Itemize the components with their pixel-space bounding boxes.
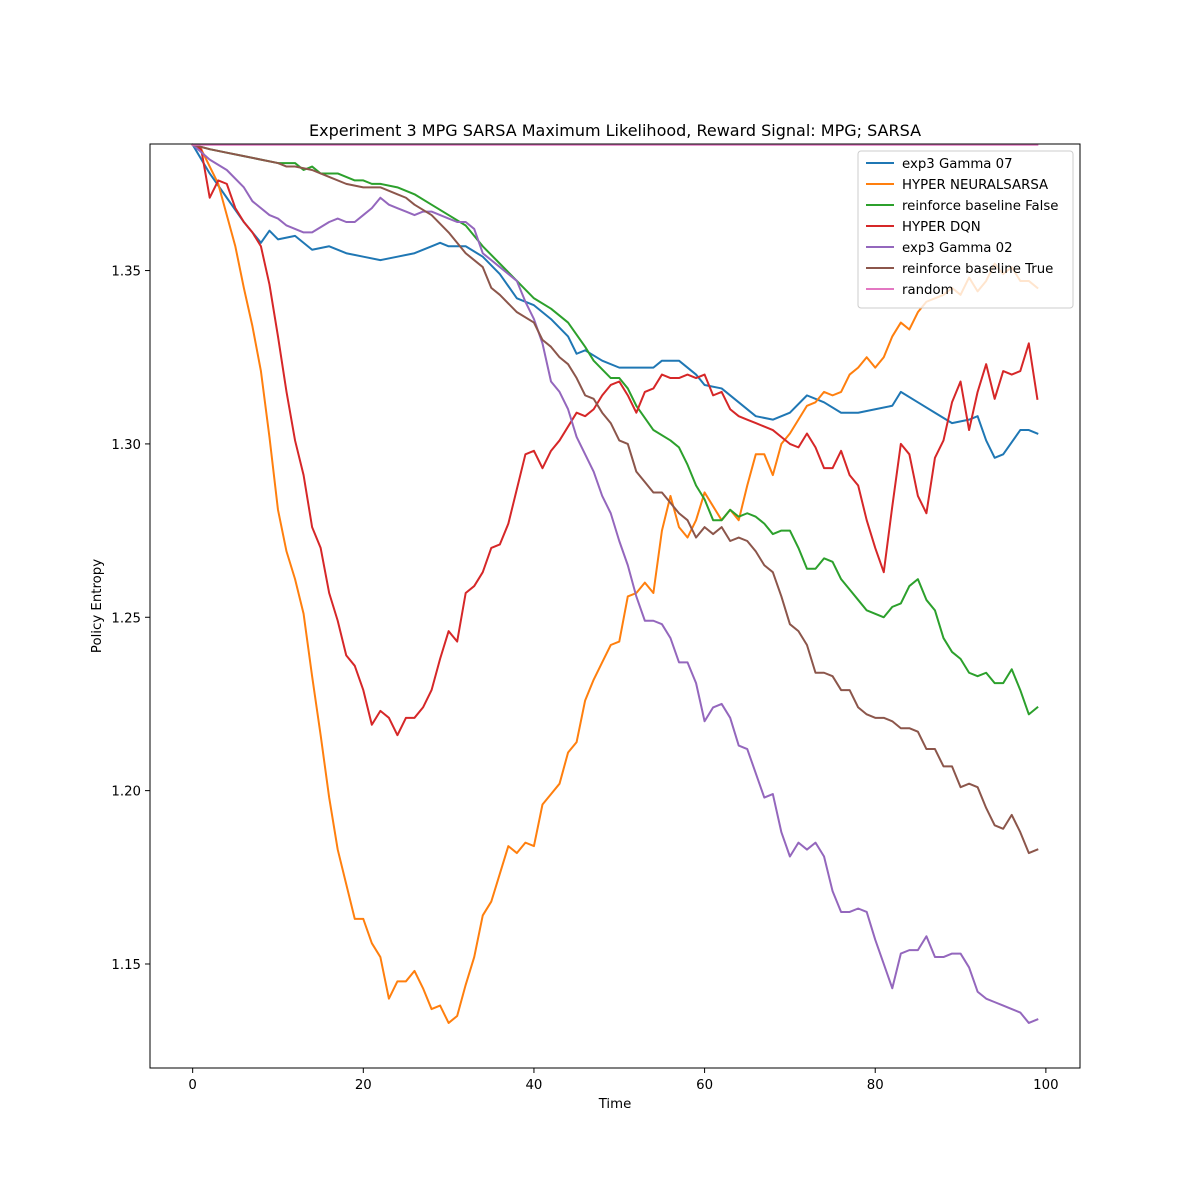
legend: exp3 Gamma 07 HYPER NEURALSARSA reinforce … [857, 150, 1074, 309]
series-line-0 [191, 143, 1039, 459]
y-axis: 1.15 1.20 1.25 1.30 1.35 [111, 265, 150, 973]
x-tick-label: 100 [1033, 1078, 1058, 1093]
chart-title: Experiment 3 MPG SARSA Maximum Likelihoo… [309, 121, 921, 140]
series-line-1 [191, 143, 1039, 1024]
x-tick-label: 20 [355, 1078, 372, 1093]
series-line-4 [191, 143, 1039, 1024]
y-tick-label: 1.15 [111, 958, 141, 973]
legend-frame [857, 150, 1074, 309]
x-tick-label: 0 [188, 1078, 196, 1093]
y-axis-label: Policy Entropy [90, 559, 105, 653]
series-line-3 [191, 143, 1039, 737]
x-axis-label: Time [598, 1097, 632, 1112]
legend-label-1: HYPER NEURALSARSA [902, 178, 1048, 193]
series-line-5 [191, 143, 1039, 855]
legend-label-3: HYPER DQN [902, 220, 981, 235]
y-tick-label: 1.20 [111, 785, 141, 800]
x-axis: 0 20 40 60 80 100 [188, 1068, 1059, 1093]
series-layer [191, 143, 1039, 1024]
y-tick-label: 1.35 [111, 265, 141, 280]
legend-label-2: reinforce baseline False [902, 199, 1059, 214]
legend-label-4: exp3 Gamma 02 [902, 241, 1013, 256]
x-tick-label: 60 [696, 1078, 713, 1093]
y-tick-label: 1.30 [111, 438, 141, 453]
legend-label-6: random [902, 283, 954, 298]
x-tick-label: 40 [525, 1078, 542, 1093]
legend-label-5: reinforce baseline True [902, 262, 1053, 277]
plot-border [149, 143, 1081, 1069]
y-tick-label: 1.25 [111, 611, 141, 626]
x-tick-label: 80 [867, 1078, 884, 1093]
legend-label-0: exp3 Gamma 07 [902, 157, 1013, 172]
series-line-2 [191, 143, 1039, 716]
